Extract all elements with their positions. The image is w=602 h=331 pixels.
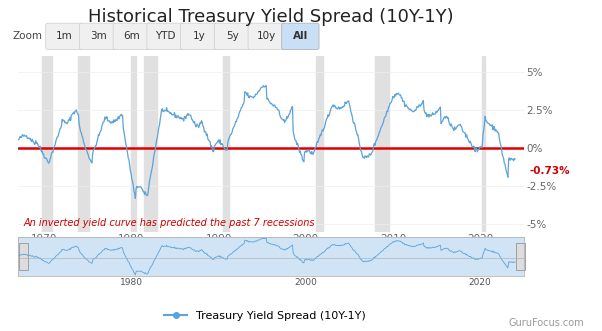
Text: 1y: 1y xyxy=(193,31,206,41)
FancyBboxPatch shape xyxy=(516,243,525,270)
Text: 3m: 3m xyxy=(90,31,107,41)
Bar xyxy=(42,56,52,232)
Text: All: All xyxy=(293,31,308,41)
Bar xyxy=(316,56,323,232)
Text: 10y: 10y xyxy=(257,31,276,41)
Text: -0.73%: -0.73% xyxy=(529,166,570,176)
FancyBboxPatch shape xyxy=(19,243,28,270)
Text: An inverted yield curve has predicted the past 7 recessions: An inverted yield curve has predicted th… xyxy=(23,218,315,228)
Bar xyxy=(223,56,229,232)
Bar xyxy=(375,56,389,232)
Text: 5y: 5y xyxy=(226,31,240,41)
Text: YTD: YTD xyxy=(155,31,176,41)
Text: 6m: 6m xyxy=(123,31,140,41)
Legend: Treasury Yield Spread (10Y-1Y): Treasury Yield Spread (10Y-1Y) xyxy=(160,307,370,325)
Text: Historical Treasury Yield Spread (10Y-1Y): Historical Treasury Yield Spread (10Y-1Y… xyxy=(88,8,454,26)
Text: 1m: 1m xyxy=(56,31,73,41)
Bar xyxy=(482,56,485,232)
Bar xyxy=(144,56,157,232)
Bar xyxy=(78,56,89,232)
Text: Zoom: Zoom xyxy=(13,31,43,41)
Bar xyxy=(131,56,136,232)
Text: GuruFocus.com: GuruFocus.com xyxy=(508,318,584,328)
